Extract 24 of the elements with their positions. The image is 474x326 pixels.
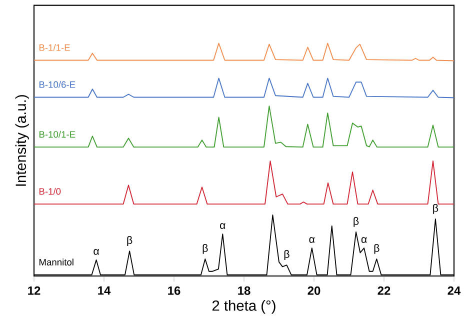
series-label: Mannitol — [39, 258, 74, 266]
annotation: β — [354, 216, 359, 227]
annotation: α — [309, 237, 315, 243]
x-tick-label: 22 — [378, 286, 390, 295]
series-label: B-1/0 — [39, 188, 61, 195]
x-tick-label: 14 — [98, 286, 111, 295]
annotation: α — [220, 223, 226, 230]
annotation: β — [284, 250, 290, 260]
series-label: B-1/1-E — [39, 44, 70, 51]
x-axis-title: 2 theta (°) — [212, 300, 276, 314]
annotation: α — [361, 237, 367, 243]
annotation: β — [127, 236, 132, 246]
annotation: β — [202, 244, 208, 254]
x-tick-label: 18 — [238, 286, 250, 295]
series-label: B-10/1-E — [39, 130, 76, 138]
annotation: α — [94, 249, 100, 255]
series-label: B-10/6-E — [39, 81, 76, 88]
x-tick-label: 24 — [448, 286, 461, 295]
x-tick-label: 20 — [308, 286, 320, 295]
x-tick-label: 16 — [168, 286, 180, 295]
annotation: β — [433, 204, 438, 214]
x-tick-label: 12 — [28, 286, 40, 295]
annotation: β — [374, 244, 380, 254]
y-axis-title: Intensity (a.u.) — [15, 95, 29, 186]
